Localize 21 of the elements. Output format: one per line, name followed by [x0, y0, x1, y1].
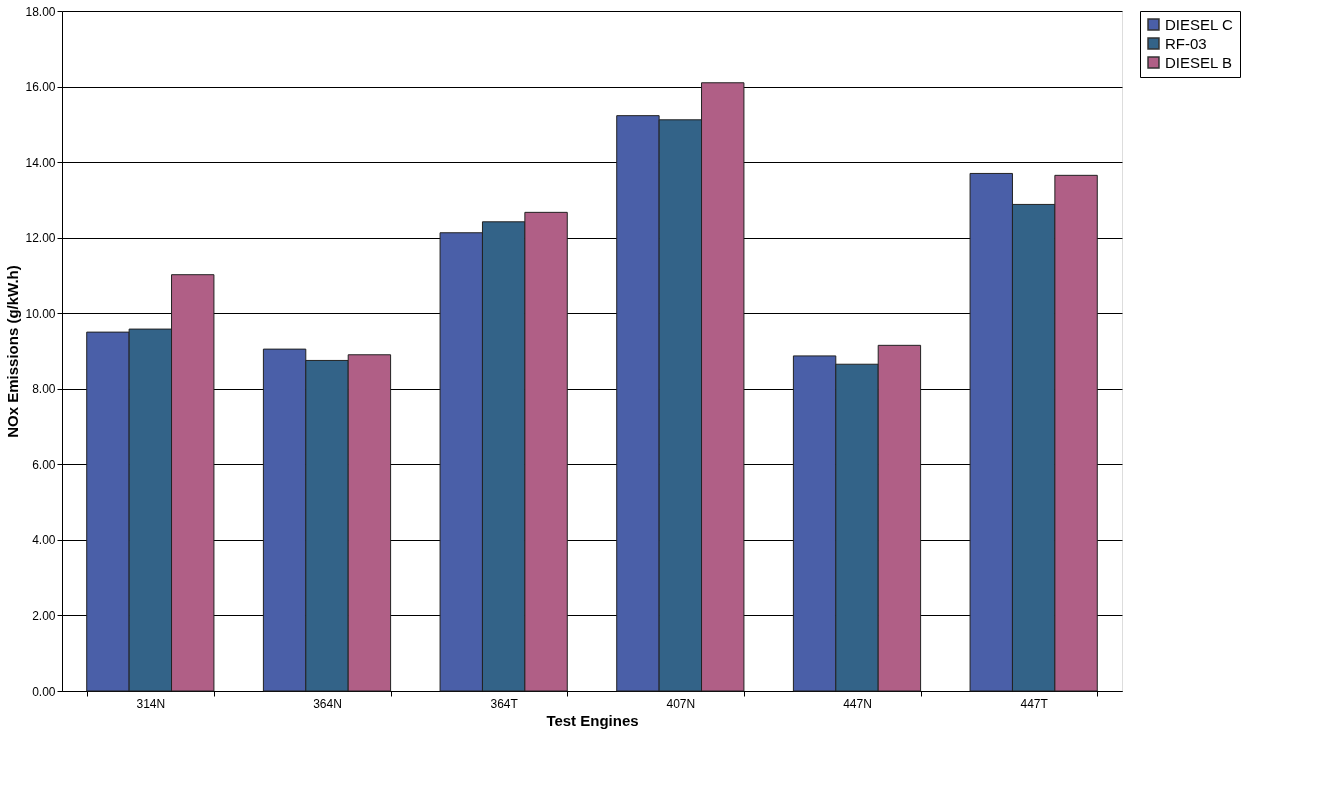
x-tick-label: 364N [313, 696, 342, 711]
x-tick-label: 447N [843, 696, 872, 711]
y-tick-label: 12.00 [25, 231, 56, 246]
y-tick-label: 18.00 [25, 4, 56, 19]
x-tick-label: 447T [1020, 696, 1049, 711]
legend-label: DIESEL B [1165, 53, 1232, 71]
y-tick-label: 10.00 [25, 306, 56, 321]
y-tick-label: 6.00 [32, 457, 56, 472]
legend-label: DIESEL C [1165, 15, 1233, 33]
x-tick-label: 314N [136, 696, 166, 711]
legend-label: RF-03 [1165, 34, 1207, 52]
x-tick-label: 364T [490, 696, 519, 711]
y-axis-title: NOx Emissions (g/kW.h) [4, 265, 22, 438]
y-tick-label: 0.00 [32, 684, 56, 699]
y-tick-label: 14.00 [25, 155, 56, 170]
y-tick-label: 2.00 [32, 608, 56, 623]
x-tick-label: 407N [666, 696, 696, 711]
y-tick-label: 16.00 [25, 80, 56, 95]
y-tick-label: 8.00 [32, 382, 56, 397]
y-tick-label: 4.00 [32, 533, 56, 548]
x-axis-title: Test Engines [546, 711, 639, 729]
